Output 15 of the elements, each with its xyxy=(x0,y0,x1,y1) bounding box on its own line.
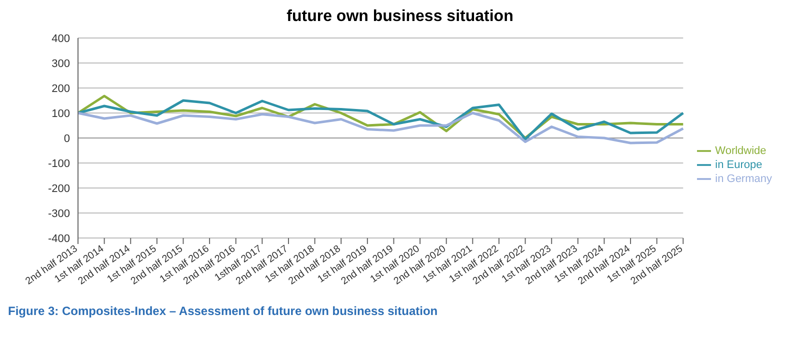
line-series xyxy=(76,112,684,144)
caption: Figure 3: Composites-Index – Assessment of future own business situation xyxy=(8,304,439,318)
legend-label: in Germany xyxy=(715,172,772,185)
y-tick-label: -300 xyxy=(48,208,70,220)
y-tick-label: -100 xyxy=(48,158,70,170)
legend-label: Worldwide xyxy=(715,144,766,157)
y-tick-label: 400 xyxy=(52,32,70,45)
y-tick-label: 200 xyxy=(52,82,70,95)
y-tick-label: 300 xyxy=(52,58,70,70)
legend-label: in Europe xyxy=(715,158,762,171)
y-tick-label: 0 xyxy=(64,132,70,145)
y-tick-label: 100 xyxy=(52,108,70,120)
y-tick-label: -400 xyxy=(48,232,70,245)
y-tick-label: -200 xyxy=(48,182,70,195)
chart-title: future own business situation xyxy=(286,8,514,27)
